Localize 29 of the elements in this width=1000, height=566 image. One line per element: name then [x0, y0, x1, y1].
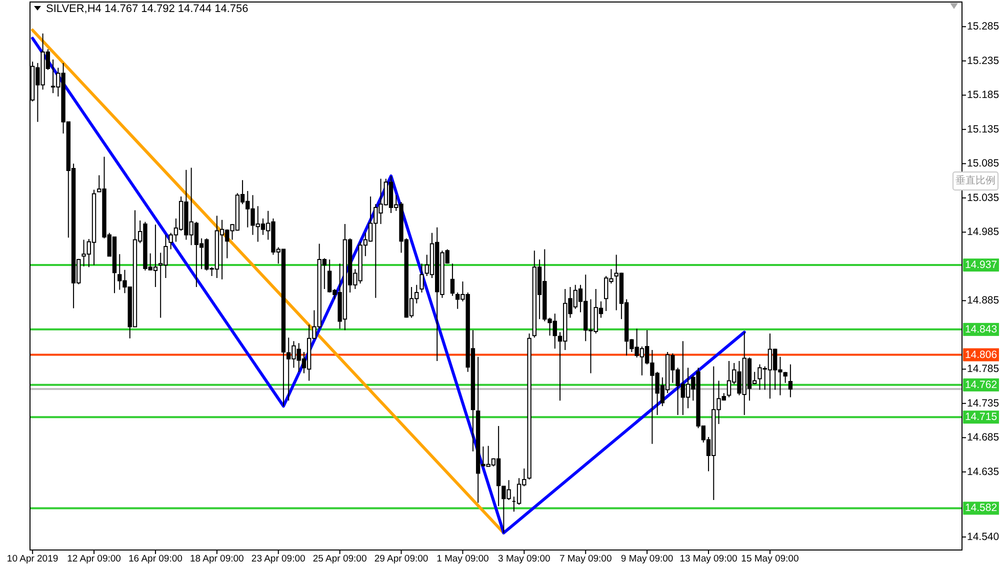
x-tick-label: 16 Apr 09:00 — [128, 554, 182, 564]
y-tick-label: 14.540 — [967, 530, 1000, 543]
annotation: 垂直比例 — [952, 172, 998, 190]
x-tick-label: 10 Apr 2019 — [6, 554, 58, 564]
x-tick-label: 3 May 09:00 — [498, 554, 550, 564]
y-tick-label: 15.035 — [967, 192, 1000, 204]
y-tick-label: 14.735 — [967, 397, 1000, 410]
x-tick-label: 13 May 09:00 — [680, 554, 738, 564]
y-tick-label: 15.135 — [967, 123, 1000, 136]
x-tick-label: 7 May 09:00 — [559, 554, 612, 564]
x-tick-label: 29 Apr 09:00 — [374, 554, 428, 564]
annotation: 垂直比例 — [956, 174, 996, 186]
x-tick-label: 1 May 09:00 — [436, 554, 489, 564]
y-tick-label: 14.985 — [967, 226, 1000, 238]
title: SILVER,H4 14.767 14.792 14.744 14.756 — [46, 3, 248, 15]
y-tick-label: 14.685 — [967, 432, 1000, 444]
x-tick-label: 15 May 09:00 — [741, 554, 799, 564]
y-tick-label: 15.085 — [967, 158, 1000, 170]
y-tick-label: 14.635 — [967, 466, 1000, 478]
y-tick-label: 15.285 — [967, 20, 1000, 33]
x-tick-label: 9 May 09:00 — [620, 554, 674, 564]
y-tick-label: 15.235 — [967, 54, 1000, 67]
y-tick-label: 14.785 — [967, 363, 1000, 376]
x-tick-label: 25 Apr 09:00 — [312, 554, 367, 564]
y-tick-label: 14.885 — [967, 294, 1000, 307]
y-tick-label: 15.185 — [967, 89, 1000, 102]
x-tick-label: 23 Apr 09:00 — [251, 554, 306, 564]
x-tick-label: 12 Apr 09:00 — [67, 554, 121, 564]
x-tick-label: 18 Apr 09:00 — [190, 554, 244, 564]
